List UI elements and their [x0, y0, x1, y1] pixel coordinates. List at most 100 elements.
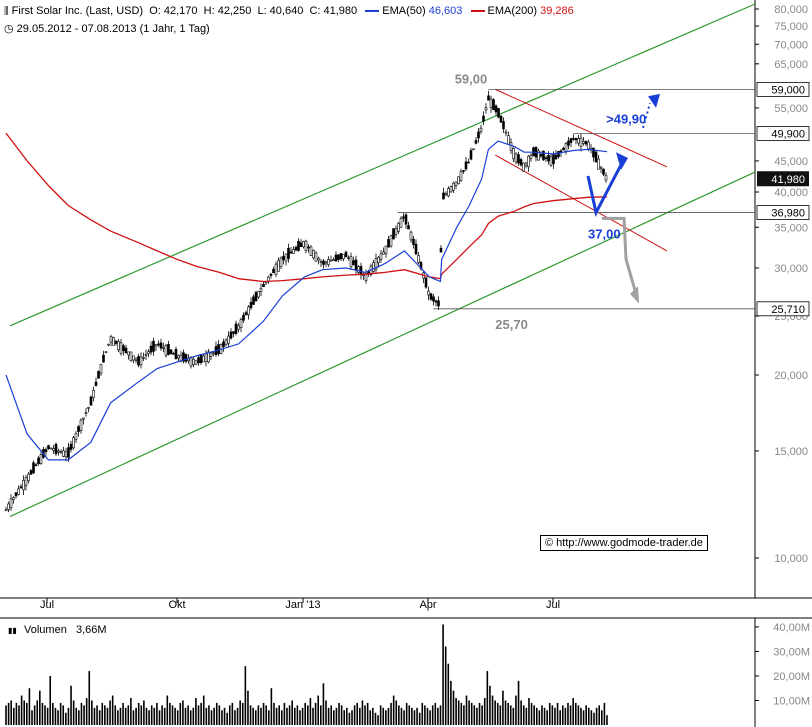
candle-body: [512, 148, 515, 160]
candle-body: [7, 503, 10, 510]
candle-body: [252, 296, 255, 305]
candle-body: [197, 357, 200, 364]
projection-up-arrow: [586, 160, 625, 217]
candle-body: [192, 358, 195, 365]
wedge-upper-line: [495, 88, 668, 168]
candle-body: [162, 346, 165, 349]
candle-body: [497, 108, 500, 118]
candle-body: [64, 451, 68, 458]
candle-body: [309, 246, 313, 256]
clock-icon: ◷: [4, 23, 14, 35]
level-box: [756, 81, 810, 97]
lower-channel-line: [9, 171, 756, 518]
candle-body: [109, 336, 113, 343]
candle-body: [62, 450, 65, 457]
candle-body: [322, 260, 325, 265]
candle-body: [464, 161, 468, 170]
candle-body: [202, 355, 205, 363]
annotation-49.9: >49,90: [606, 112, 646, 127]
candle-body: [499, 115, 503, 123]
candle-body: [429, 293, 433, 300]
candle-body: [417, 255, 420, 263]
candle-body: [59, 451, 63, 453]
candle-body: [572, 138, 575, 140]
candle-body: [592, 147, 595, 158]
volume-icon: ▮▮: [8, 626, 17, 635]
candle-body: [182, 352, 185, 362]
candlestick-chart-icon: ⫼: [4, 6, 9, 17]
candle-body: [117, 341, 120, 351]
candle-body: [577, 138, 580, 144]
candle-body: [239, 319, 243, 328]
candle-body: [67, 447, 70, 458]
candle-body: [12, 497, 15, 500]
x-tick-label: Okt: [168, 599, 185, 611]
ema200-value: 39,286: [540, 5, 574, 17]
candle-body: [522, 162, 525, 172]
candle-body: [267, 276, 270, 282]
ema200-line: [5, 132, 608, 283]
candle-body: [324, 261, 328, 264]
candle-body: [304, 240, 308, 251]
candle-body: [397, 222, 400, 232]
candle-body: [104, 351, 108, 354]
candle-body: [249, 302, 253, 308]
ema50-label: EMA(50): [382, 5, 426, 17]
instrument-title: First Solar Inc. (Last, USD): [11, 5, 144, 17]
candle-body: [379, 253, 383, 260]
candle-body: [9, 498, 13, 509]
candle-body: [579, 137, 583, 147]
candle-body: [272, 269, 275, 274]
candle-body: [277, 260, 280, 272]
candle-body: [342, 253, 345, 260]
candle-body: [527, 155, 530, 168]
candle-body: [347, 257, 350, 259]
candle-body: [152, 340, 155, 352]
candle-body: [409, 231, 413, 241]
candle-body: [207, 351, 210, 363]
candle-body: [119, 342, 123, 354]
candle-body: [124, 347, 128, 353]
candle-body: [44, 449, 48, 452]
wedge-lower-line: [495, 154, 668, 252]
candle-body: [74, 432, 78, 440]
candle-body: [587, 141, 590, 150]
candle-body: [154, 344, 158, 347]
candle-body: [229, 331, 233, 339]
candle-body: [57, 450, 60, 453]
candle-body: [107, 343, 110, 346]
ema200-legend-swatch: [470, 10, 485, 13]
candle-body: [189, 356, 193, 367]
candle-body: [144, 354, 148, 356]
x-tick-label: Apr: [419, 599, 436, 611]
candle-body: [437, 300, 440, 307]
candle-body: [232, 331, 235, 334]
candle-body: [424, 277, 428, 288]
candle-body: [102, 354, 105, 363]
candle-body: [509, 142, 513, 151]
candle-body: [487, 95, 490, 101]
y-tick-label: 45,000: [774, 156, 808, 168]
candle-body: [529, 154, 533, 159]
candle-body: [454, 181, 458, 186]
volume-last-value: 3,66M: [76, 624, 107, 636]
volume-y-tick-label: 20,00M: [773, 671, 810, 683]
candle-body: [547, 155, 550, 162]
candle-body: [87, 407, 90, 409]
candle-body: [14, 492, 18, 497]
candle-body: [334, 254, 338, 262]
candle-body: [389, 235, 393, 247]
projection-dotted-up-arrowhead: [648, 93, 661, 108]
candle-body: [254, 292, 258, 301]
current-price-box: [757, 171, 809, 187]
candle-body: [137, 356, 140, 366]
candle-body: [357, 266, 360, 273]
candle-body: [384, 245, 388, 255]
y-tick-label: 15,000: [774, 446, 808, 458]
candle-body: [564, 143, 568, 152]
candle-body: [432, 296, 435, 302]
candle-body: [49, 447, 53, 450]
candle-body: [602, 168, 605, 175]
candle-body: [262, 284, 265, 288]
